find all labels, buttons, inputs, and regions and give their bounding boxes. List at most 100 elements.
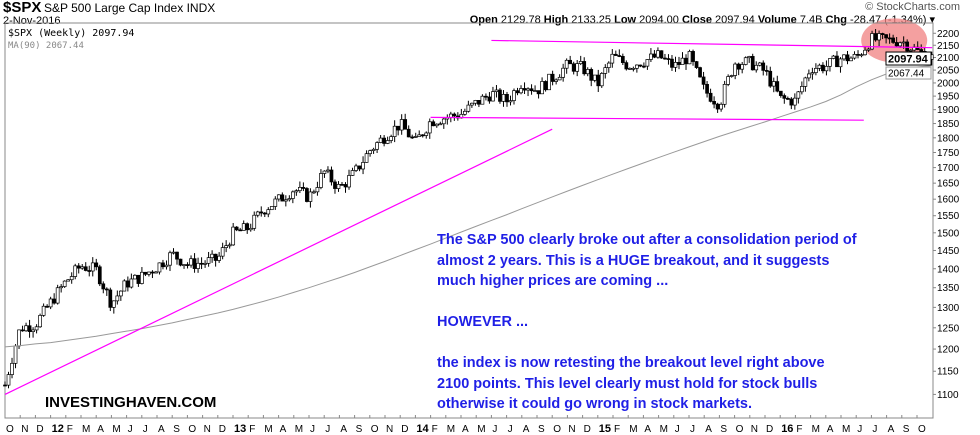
x-tick-label: O (188, 424, 196, 435)
y-tick-label: 1700 (937, 163, 960, 174)
price-bar-body (863, 49, 867, 56)
price-bar-body (463, 110, 467, 115)
legend-ma: MA(90) 2067.44 (8, 41, 84, 51)
watermark: INVESTINGHAVEN.COM (45, 394, 217, 411)
price-bar-body (722, 84, 727, 105)
price-bar-body (424, 132, 429, 136)
price-bar-body (789, 98, 794, 106)
price-bar-body (45, 305, 49, 308)
x-tick-label: J (690, 424, 695, 435)
price-bar-body (420, 134, 425, 137)
price-bar-body (322, 170, 327, 174)
price-bar-body (606, 62, 611, 68)
price-bar-body (501, 94, 506, 102)
price-bar-body (596, 74, 601, 87)
price-bar-body (585, 69, 590, 75)
price-bar-body (673, 62, 678, 68)
price-bar-body (617, 55, 622, 57)
x-tick-label: S (720, 424, 727, 435)
price-bar-body (550, 73, 555, 82)
price-bar-body (133, 274, 137, 280)
price-bar-body (94, 262, 99, 268)
annotation-line: much higher prices are coming ... (437, 273, 669, 289)
price-bar-body (898, 42, 903, 47)
price-bar-body (452, 113, 457, 117)
price-bar-body (108, 289, 113, 308)
annotation-line: otherwise it could go wrong in stock mar… (437, 396, 753, 412)
x-tick-label: J (143, 424, 148, 435)
price-bar-body (859, 54, 864, 57)
x-tick-label: J (128, 424, 133, 435)
price-bar-body (592, 74, 597, 81)
x-tick-label: 15 (599, 423, 611, 435)
x-tick-label: F (614, 424, 620, 435)
x-tick-label: O (736, 424, 744, 435)
x-tick-label: A (644, 424, 651, 435)
price-bar-body (536, 90, 541, 95)
price-bar-body (705, 84, 709, 94)
price-bar-body (24, 325, 28, 332)
x-tick-label: A (888, 424, 895, 435)
price-bar-body (810, 72, 815, 75)
x-tick-label: D (584, 424, 591, 435)
price-bar-body (677, 62, 681, 65)
x-tick-label: A (705, 424, 712, 435)
price-bar-body (104, 288, 109, 291)
price-bar-body (870, 33, 874, 50)
price-bar-body (340, 184, 344, 186)
plot-frame (4, 22, 934, 419)
price-bar-body (470, 102, 474, 106)
price-bar-body (350, 170, 355, 176)
y-tick-label: 1500 (937, 228, 960, 239)
price-bar-body (740, 64, 745, 70)
price-bar-body (410, 136, 415, 139)
price-bar-body (255, 211, 260, 216)
x-tick-label: 13 (234, 423, 246, 435)
price-bar-body (487, 96, 492, 102)
price-bar-body (403, 119, 408, 130)
price-bar-body (578, 61, 583, 64)
y-tick-label: 1900 (937, 105, 960, 116)
price-bar-body (27, 325, 32, 332)
price-bar-body (59, 286, 64, 289)
price-bar-body (649, 53, 653, 60)
price-bar-body (406, 128, 411, 138)
annotation-line: almost 2 years. This is a HUGE breakout,… (437, 252, 830, 269)
price-bar-body (266, 209, 271, 215)
price-bar-body (807, 73, 811, 79)
price-bar-body (140, 271, 144, 284)
x-tick-label: N (204, 424, 211, 435)
annotation-line (437, 292, 857, 313)
price-bar-body (817, 64, 822, 69)
price-bar-body (575, 63, 580, 72)
price-bar-body (392, 125, 397, 137)
x-tick-label: A (97, 424, 104, 435)
annotation-line: The S&P 500 clearly broke out after a co… (437, 232, 857, 248)
x-tick-label: S (538, 424, 545, 435)
price-bar-body (477, 100, 481, 105)
price-bar-body (66, 279, 71, 282)
price-bar-body (719, 103, 723, 110)
price-bar-body (111, 300, 116, 308)
price-bar-body (849, 57, 853, 62)
price-bar-body (248, 227, 253, 231)
price-bar-body (736, 63, 741, 70)
price-bar-body (354, 165, 358, 171)
trendline-resistance (491, 39, 933, 49)
y-tick-label: 1750 (937, 148, 960, 159)
price-bar-body (417, 134, 422, 137)
price-bar-body (715, 103, 720, 110)
x-tick-label: 14 (416, 423, 429, 435)
price-bar-body (326, 169, 330, 172)
price-bar-body (252, 214, 257, 229)
x-tick-label: A (280, 424, 287, 435)
annotation-line: the index is now retesting the breakout … (437, 355, 825, 371)
price-bar-body (589, 69, 594, 81)
price-bar-body (382, 137, 386, 144)
y-tick-label: 1450 (937, 246, 960, 257)
y-tick-label: 1950 (937, 92, 960, 103)
price-bar-body (10, 362, 14, 375)
price-bar-body (234, 226, 239, 231)
y-tick-label: 2150 (937, 41, 960, 52)
price-bar-body (3, 384, 7, 387)
